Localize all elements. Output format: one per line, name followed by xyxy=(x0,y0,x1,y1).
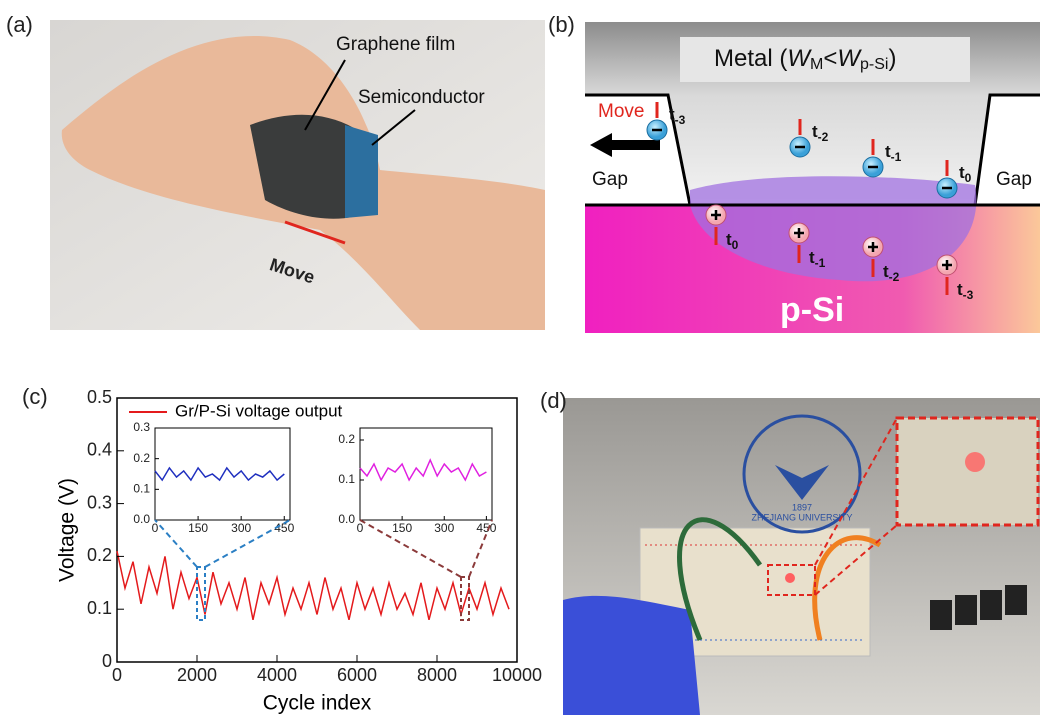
y-axis-label: Voltage (V) xyxy=(56,478,79,582)
zoom-inset xyxy=(897,418,1038,525)
x-tick-label: 8000 xyxy=(417,665,457,685)
led xyxy=(965,452,985,472)
time-subscript: -1 xyxy=(891,150,902,164)
time-subscript: -3 xyxy=(963,288,974,302)
x-tick-label: 2000 xyxy=(177,665,217,685)
panel-label: (d) xyxy=(540,388,567,413)
x-tick-label: 150 xyxy=(392,521,412,535)
x-tick-label: 0 xyxy=(152,521,159,535)
time-subscript: -2 xyxy=(889,270,900,284)
time-subscript: -2 xyxy=(818,130,829,144)
y-tick-label: 0.2 xyxy=(87,545,112,565)
plot-area xyxy=(360,428,492,520)
x-axis-label: Cycle index xyxy=(263,692,372,715)
glove xyxy=(563,596,700,715)
y-tick-label: 0.1 xyxy=(87,598,112,618)
time-subscript: -3 xyxy=(675,113,686,127)
panel-d: ZHEJIANG UNIVERSITY 1897 (d) xyxy=(540,388,1040,715)
panel-label: (c) xyxy=(22,384,48,409)
y-tick-label: 0.0 xyxy=(133,512,150,526)
label: Graphene film xyxy=(336,34,455,55)
label: p-Si xyxy=(780,291,844,329)
y-tick-label: 0.4 xyxy=(87,440,112,460)
panel-label: (b) xyxy=(548,12,575,37)
time-subscript: -1 xyxy=(815,256,826,270)
x-tick-label: 6000 xyxy=(337,665,377,685)
panel-a: (a) Graphene film Semiconductor Move xyxy=(6,12,545,330)
y-tick-label: 0.1 xyxy=(133,482,150,496)
panel-label: (a) xyxy=(6,12,33,37)
x-tick-label: 0 xyxy=(112,665,122,685)
logo-year: 1897 xyxy=(792,502,812,512)
y-tick-label: 0 xyxy=(102,651,112,671)
label: Move xyxy=(598,101,644,122)
led xyxy=(785,573,795,583)
y-tick-label: 0.1 xyxy=(338,472,355,486)
charts: Gr/P-Si voltage output 0 2000 4000 6000 8000 1… xyxy=(56,387,542,715)
label: Gap xyxy=(592,169,628,190)
label: Gap xyxy=(996,169,1032,190)
x-tick-label: 450 xyxy=(476,521,496,535)
label: Semiconductor xyxy=(358,87,485,108)
figure: (a) Graphene film Semiconductor Move Met… xyxy=(0,0,1046,716)
y-tick-label: 0.2 xyxy=(338,432,355,446)
x-tick-label: 4000 xyxy=(257,665,297,685)
panel-b: Metal (WM<Wp-Si) (b) Move Gap Gap p-Si t… xyxy=(548,12,1040,333)
y-tick-label: 0.5 xyxy=(87,387,112,407)
panel-c: (c) Gr/P-Si voltage output 0 2000 4000 6000 8… xyxy=(22,384,542,715)
time-subscript: 0 xyxy=(732,238,739,252)
logo-text: ZHEJIANG UNIVERSITY xyxy=(751,512,852,522)
x-tick-label: 0 xyxy=(357,521,364,535)
y-tick-label: 0.3 xyxy=(133,420,150,434)
legend-label: Gr/P-Si voltage output xyxy=(175,401,343,420)
y-tick-label: 0.3 xyxy=(87,492,112,512)
time-subscript: 0 xyxy=(965,171,972,185)
y-tick-label: 0.0 xyxy=(338,512,355,526)
x-tick-label: 150 xyxy=(188,521,208,535)
x-tick-label: 300 xyxy=(231,521,251,535)
x-tick-label: 10000 xyxy=(492,665,542,685)
semiconductor-edge xyxy=(345,125,378,218)
x-tick-label: 300 xyxy=(434,521,454,535)
y-tick-label: 0.2 xyxy=(133,451,150,465)
